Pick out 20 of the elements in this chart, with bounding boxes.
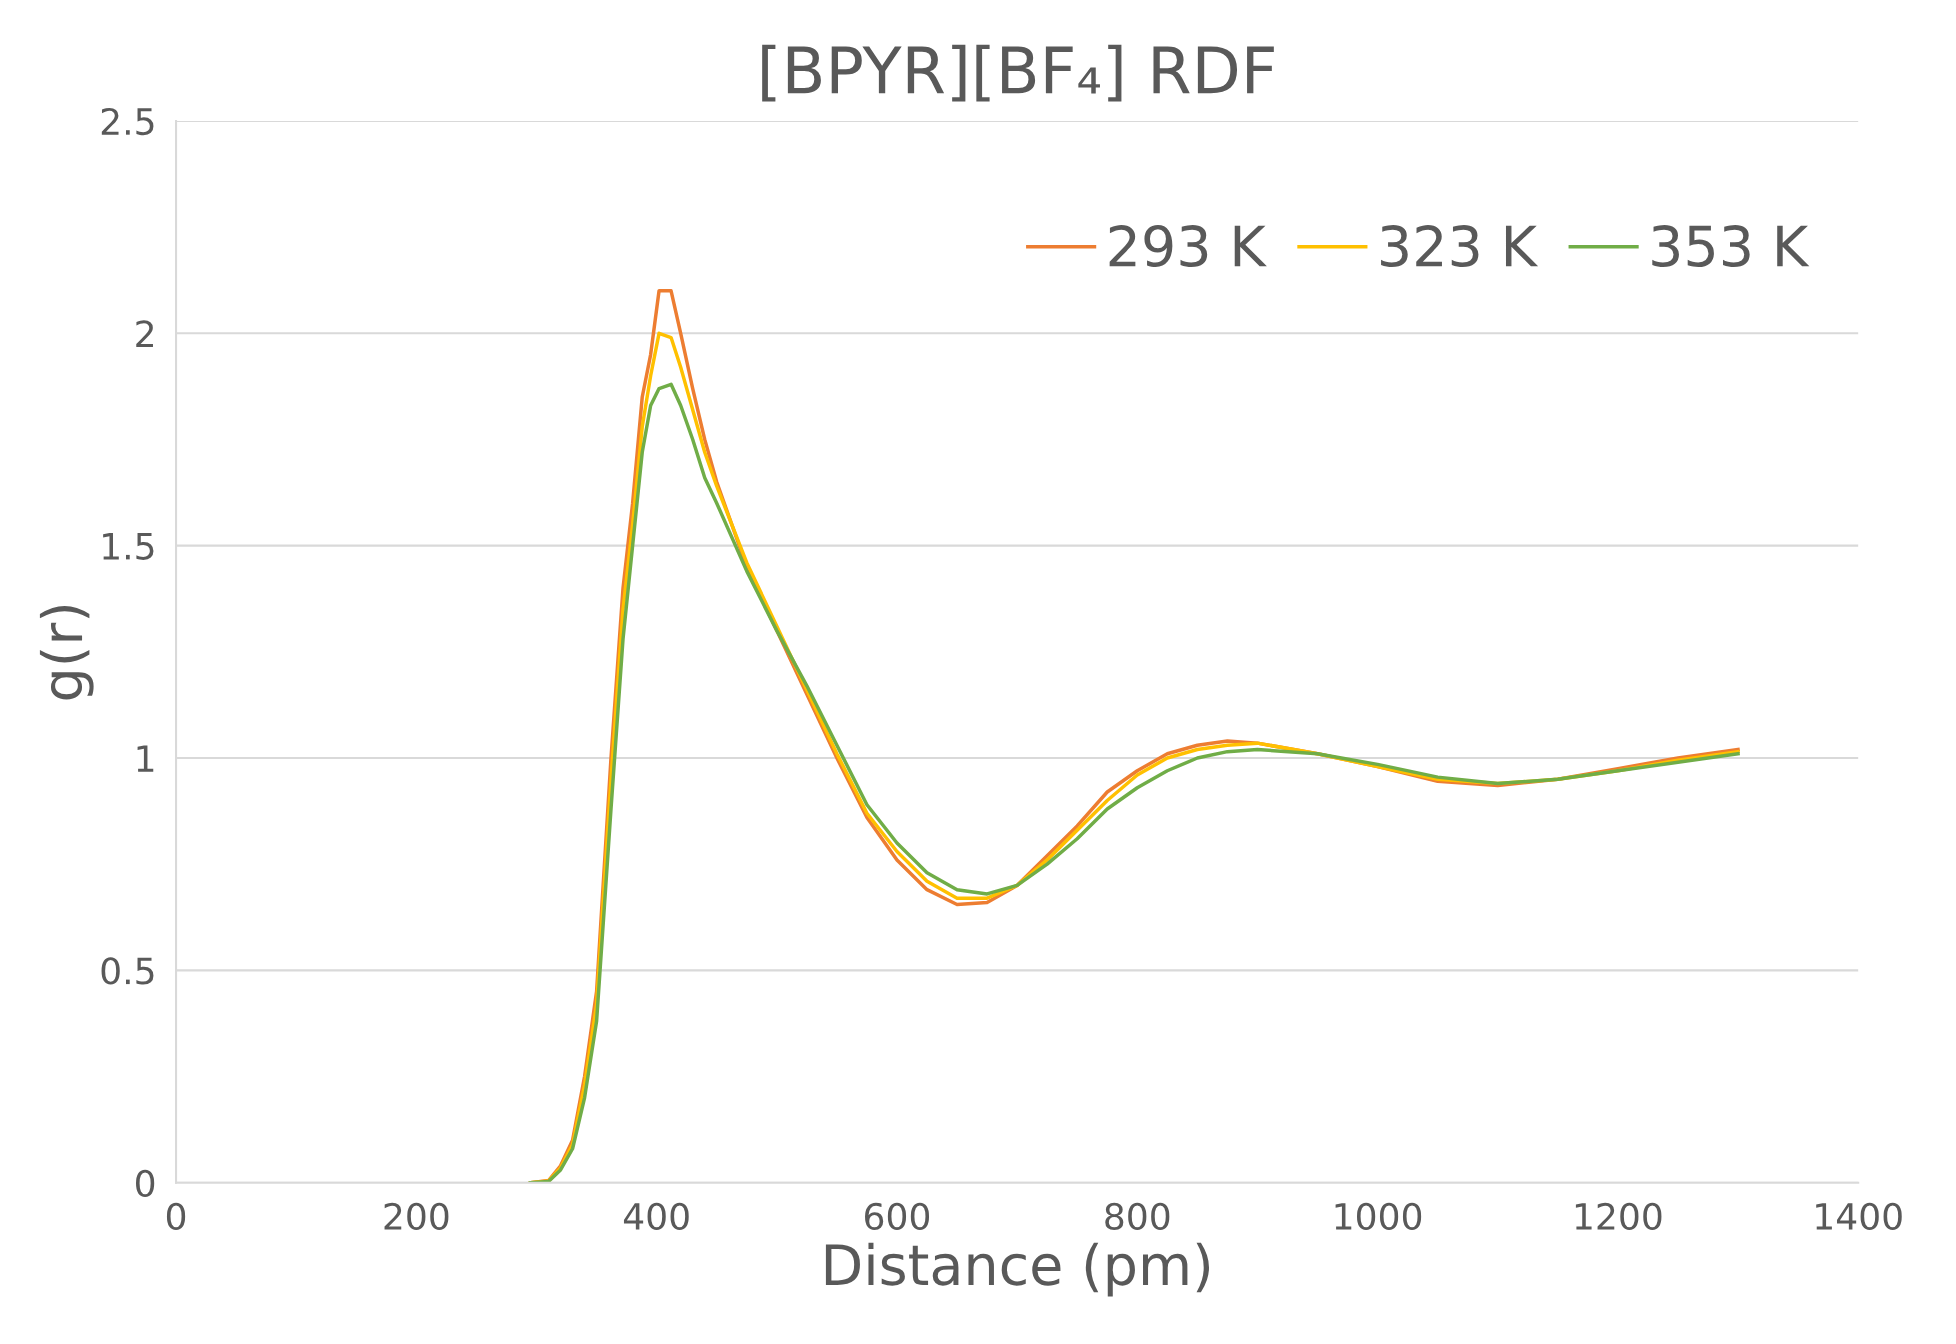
- x-tick-label: 200: [384, 1202, 449, 1231]
- x-tick-label: 1200: [1575, 1202, 1662, 1231]
- x-axis-title: Distance (pm): [825, 1242, 1209, 1297]
- x-tick-label: 800: [1105, 1202, 1170, 1231]
- x-tick-label: 0: [166, 1202, 186, 1231]
- legend-label: 353 K: [1652, 225, 1810, 268]
- y-tick-label: 1.5: [103, 533, 154, 560]
- y-tick-label: 2: [136, 320, 153, 348]
- y-tick-label: 0.5: [101, 957, 154, 985]
- chart-title: [BPYR][BF₄] RDF: [762, 44, 1274, 102]
- y-tick-label: 2.5: [101, 107, 154, 136]
- y-axis-title: g(r): [39, 605, 94, 700]
- y-tick-label: 0: [136, 1169, 155, 1197]
- x-tick-label: 1000: [1335, 1202, 1422, 1231]
- legend-label: 323 K: [1381, 225, 1539, 268]
- x-tick-label: 1400: [1816, 1202, 1902, 1231]
- legend-label: 293 K: [1109, 225, 1267, 268]
- x-tick-label: 600: [865, 1202, 930, 1231]
- x-tick-label: 400: [623, 1202, 689, 1231]
- y-tick-label: 1: [137, 745, 154, 772]
